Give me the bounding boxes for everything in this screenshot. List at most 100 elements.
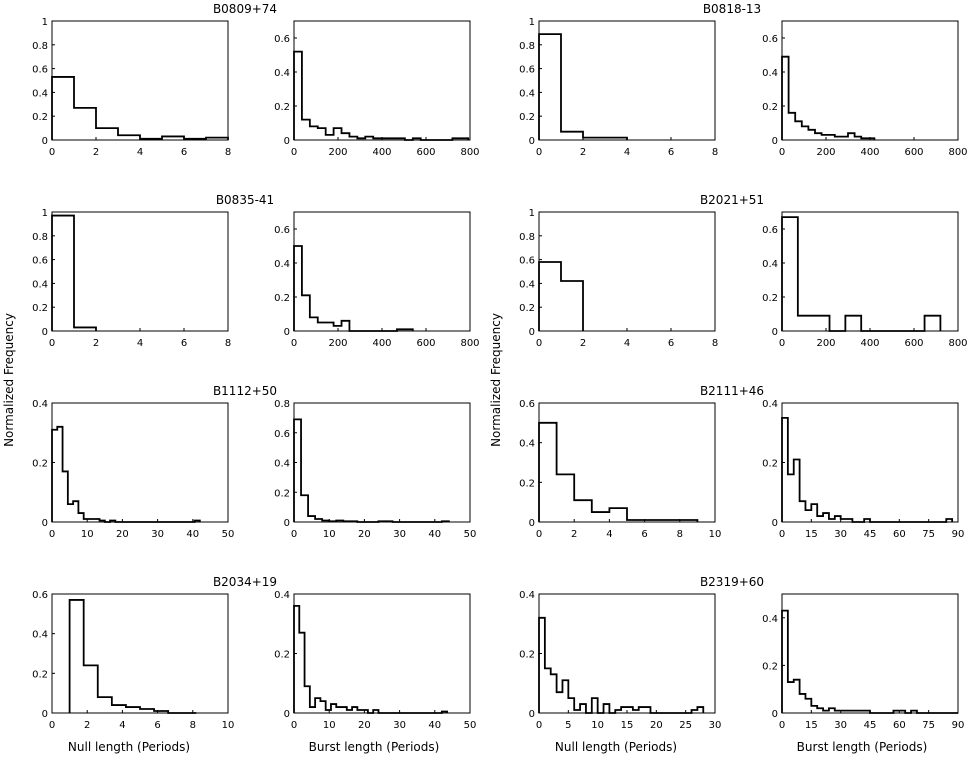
b0835-41-null-ytick-label: 0.6 [32,256,48,267]
b2319-60-burst-xtick-label: 30 [834,720,847,731]
b0818-13-null-xtick-label: 8 [712,147,718,158]
b0809-74-burst-histogram-step [293,50,470,141]
b0809-74-burst-panel: 0 200 400 600 800 0 0.2 0.4 0.6 [274,20,480,158]
b0818-13-burst-ytick-label: 0.2 [762,102,778,113]
b0818-13-null-xtick-label: 0 [536,147,542,158]
b2319-60-title: B2319+60 [700,575,764,589]
b2034-19-burst-xtick-label: 0 [291,720,297,731]
b2021-51-null-ytick-label: 0.6 [519,256,535,267]
b0818-13-null-axes-frame [538,20,716,141]
b2034-19-burst-xtick-label: 30 [393,720,406,731]
b2034-19-burst-panel: 0 10 20 30 40 50 0 0.2 0.4 [274,590,476,731]
b0818-13-null-panel: B0818-13 0 2 4 6 8 0 0.2 0.4 0.6 0.8 1 [519,2,761,158]
b0818-13-burst-xtick-label: 600 [904,147,923,158]
b0809-74-null-panel: B0809+74 0 2 4 6 8 0 0.2 0.4 0.6 0.8 1 [32,2,277,158]
b0818-13-null-ytick-label: 0.8 [519,41,535,52]
b2111-46-null-panel: B2111+46 0 2 4 6 8 10 0 0.2 0.4 0.6 [519,384,764,540]
b2034-19-burst-xtick-label: 50 [464,720,477,731]
b2034-19-null-ytick-label: 0.2 [32,669,48,680]
b0818-13-burst-axes-frame [781,20,959,141]
b2034-19-title: B2034+19 [213,575,277,589]
b0818-13-null-ytick-label: 0.4 [519,88,535,99]
b2021-51-burst-xtick-label: 200 [816,338,835,349]
b2111-46-burst-xtick-label: 30 [834,529,847,540]
b1112-50-null-ytick-label: 0.4 [32,399,48,410]
b0835-41-burst-xtick-label: 600 [416,338,435,349]
b1112-50-burst-axes-frame [293,402,471,523]
b2034-19-burst-ytick-label: 0 [284,709,290,720]
b2021-51-null-xtick-label: 6 [668,338,674,349]
b0835-41-null-panel: B0835-41 0 2 4 6 8 0 0.2 0.4 0.6 0.8 1 [32,193,274,349]
b0835-41-null-xtick-label: 0 [49,338,55,349]
b0818-13-burst-xtick-label: 200 [816,147,835,158]
b2319-60-burst-xtick-label: 0 [779,720,785,731]
b0818-13-null-xtick-label: 4 [624,147,630,158]
b2111-46-null-xtick-label: 10 [709,529,722,540]
b2319-60-null-panel: B2319+60 0 5 10 15 20 25 30 0 0.2 0.4 [519,575,764,731]
b2111-46-null-ytick-label: 0.4 [519,439,535,450]
b1112-50-null-xtick-label: 30 [151,529,164,540]
b2034-19-null-panel: B2034+19 0 2 4 6 8 10 0 0.2 0.4 0.6 [32,575,277,731]
b0835-41-null-xtick-label: 2 [93,338,99,349]
b0809-74-null-ytick-label: 1 [42,17,48,28]
b2021-51-burst-axes-frame [781,211,959,332]
b2111-46-title: B2111+46 [700,384,764,398]
b2111-46-burst-xtick-label: 45 [864,529,877,540]
b0809-74-null-ytick-label: 0.4 [32,88,48,99]
x-axis-label-null-right: Null length (Periods) [555,740,677,754]
b2111-46-burst-ytick-label: 0.4 [762,399,778,410]
b2021-51-burst-xtick-label: 800 [948,338,967,349]
b2034-19-burst-histogram-step [293,605,449,714]
b2034-19-burst-ytick-label: 0.2 [274,650,290,661]
b0835-41-null-ytick-label: 0 [42,327,48,338]
b2319-60-null-xtick-label: 20 [650,720,663,731]
b2319-60-burst-xtick-label: 60 [893,720,906,731]
b2111-46-null-xtick-label: 8 [677,529,683,540]
b2111-46-null-histogram-step [538,421,699,522]
b0818-13-null-ytick-label: 0.2 [519,112,535,123]
b2319-60-burst-xtick-label: 15 [805,720,818,731]
b1112-50-burst-histogram-step [293,418,450,523]
b2319-60-null-xtick-label: 15 [621,720,634,731]
b2021-51-null-axes-frame [538,211,716,332]
b0809-74-null-xtick-label: 6 [181,147,187,158]
b2111-46-null-axes-frame [538,402,716,523]
b1112-50-null-ytick-label: 0.2 [32,459,48,470]
b2111-46-burst-xtick-label: 60 [893,529,906,540]
histogram-panels: B0809+740 2 4 6 800.20.40.60.810 200 400 600 800… [32,2,967,731]
b2111-46-burst-ytick-label: 0 [772,518,778,529]
b2319-60-null-axes-frame [538,593,716,714]
b2111-46-null-ytick-label: 0 [529,518,535,529]
b2319-60-burst-axes-frame [781,593,959,714]
b0818-13-null-ytick-label: 1 [529,17,535,28]
b0835-41-burst-xtick-label: 200 [328,338,347,349]
b0809-74-null-ytick-label: 0.2 [32,112,48,123]
b1112-50-burst-xtick-label: 40 [428,529,441,540]
b0809-74-null-xtick-label: 4 [137,147,143,158]
b0835-41-null-ytick-label: 1 [42,208,48,219]
b2034-19-null-xtick-label: 2 [84,720,90,731]
b2034-19-burst-axes-frame [293,593,471,714]
b1112-50-null-panel: B1112+50 0 10 20 30 40 50 0 0.2 0.4 [32,384,277,540]
b0809-74-null-xtick-label: 2 [93,147,99,158]
b2034-19-null-xtick-label: 6 [154,720,160,731]
b2319-60-burst-ytick-label: 0.2 [762,661,778,672]
b0835-41-burst-xtick-label: 0 [291,338,297,349]
b0818-13-null-histogram-step [538,33,628,140]
b0809-74-burst-xtick-label: 800 [460,147,479,158]
b1112-50-burst-xtick-label: 0 [291,529,297,540]
b0809-74-burst-axes-frame [293,20,471,141]
b2319-60-null-histogram-step [538,616,705,714]
b2021-51-burst-panel: 0 200 400 600 800 0 0.2 0.4 0.6 [762,211,968,349]
b2034-19-null-xtick-label: 8 [190,720,196,731]
b1112-50-burst-ytick-label: 0.2 [274,488,290,499]
b0818-13-burst-ytick-label: 0.6 [762,34,778,45]
b0835-41-burst-ytick-label: 0 [284,327,290,338]
b0835-41-null-xtick-label: 6 [181,338,187,349]
x-axis-label-burst-left: Burst length (Periods) [309,740,440,754]
b2319-60-burst-panel: 0 15 30 45 60 75 90 0 0.2 0.4 [762,593,964,731]
b2111-46-null-xtick-label: 2 [571,529,577,540]
b2021-51-null-xtick-label: 0 [536,338,542,349]
x-axis-label-null-left: Null length (Periods) [68,740,190,754]
